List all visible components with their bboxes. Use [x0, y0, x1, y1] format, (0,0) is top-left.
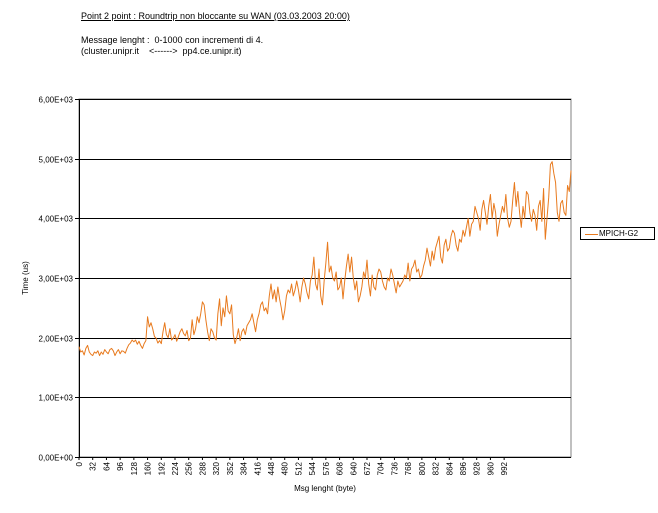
- x-tick-label: 0: [75, 461, 84, 466]
- x-tick-label: 512: [294, 461, 303, 475]
- chart-subtitle-message-length: Message lenght : 0-1000 con incrementi d…: [81, 35, 264, 45]
- x-tick-label: 352: [226, 461, 235, 475]
- x-tick-label: 800: [418, 461, 427, 475]
- x-tick-label: 96: [116, 461, 125, 470]
- x-tick-label: 928: [473, 461, 482, 475]
- x-tick-label: 864: [445, 461, 454, 475]
- x-tick-label: 224: [171, 461, 180, 475]
- x-tick-label: 256: [185, 461, 194, 475]
- x-tick-label: 672: [363, 461, 372, 475]
- x-tick-label: 192: [157, 461, 166, 475]
- y-axis: 0,00E+00 1,00E+03 2,00E+03 3,00E+03 4,00E+03…: [39, 96, 80, 463]
- x-tick-label: 576: [322, 461, 331, 475]
- x-tick-label: 288: [198, 461, 207, 475]
- x-tick-label: 160: [144, 461, 153, 475]
- series-line-mpich-g2: [78, 161, 572, 357]
- x-tick-label: 896: [459, 461, 468, 475]
- y-tick-label: 0,00E+00: [39, 454, 74, 463]
- x-tick-label: 480: [281, 461, 290, 475]
- x-tick-label: 704: [377, 461, 386, 475]
- y-tick-label: 1,00E+03: [39, 394, 74, 403]
- x-tick-label: 960: [486, 461, 495, 475]
- x-tick-label: 640: [349, 461, 358, 475]
- y-tick-label: 5,00E+03: [39, 156, 74, 165]
- chart-title: Point 2 point : Roundtrip non bloccante …: [81, 11, 350, 21]
- x-tick-label: 544: [308, 461, 317, 475]
- y-axis-title: Time (us): [21, 261, 30, 295]
- x-axis-title: Msg lenght (byte): [294, 484, 356, 493]
- gridlines: [79, 99, 571, 398]
- x-tick-label: 736: [390, 461, 399, 475]
- x-tick-label: 768: [404, 461, 413, 475]
- chart-subtitle-hosts: (cluster.unipr.it <------> pp4.ce.unipr.…: [81, 46, 242, 56]
- x-tick-label: 320: [212, 461, 221, 475]
- x-tick-label: 832: [432, 461, 441, 475]
- y-tick-label: 3,00E+03: [39, 275, 74, 284]
- x-tick-label: 448: [267, 461, 276, 475]
- x-tick-label: 992: [500, 461, 509, 475]
- x-tick-label: 384: [240, 461, 249, 475]
- x-tick-label: 608: [336, 461, 345, 475]
- y-tick-label: 6,00E+03: [39, 96, 74, 105]
- x-axis: 0 32 64 96 128 160 192 224 256 288 320 352 384 416 448…: [75, 457, 571, 475]
- y-tick-label: 4,00E+03: [39, 215, 74, 224]
- legend: MPICH-G2: [580, 227, 655, 240]
- y-tick-label: 2,00E+03: [39, 335, 74, 344]
- legend-label: MPICH-G2: [599, 229, 639, 238]
- x-tick-label: 416: [253, 461, 262, 475]
- x-tick-label: 128: [130, 461, 139, 475]
- x-tick-label: 32: [89, 461, 98, 470]
- legend-swatch: [585, 234, 598, 235]
- x-tick-label: 64: [102, 461, 111, 470]
